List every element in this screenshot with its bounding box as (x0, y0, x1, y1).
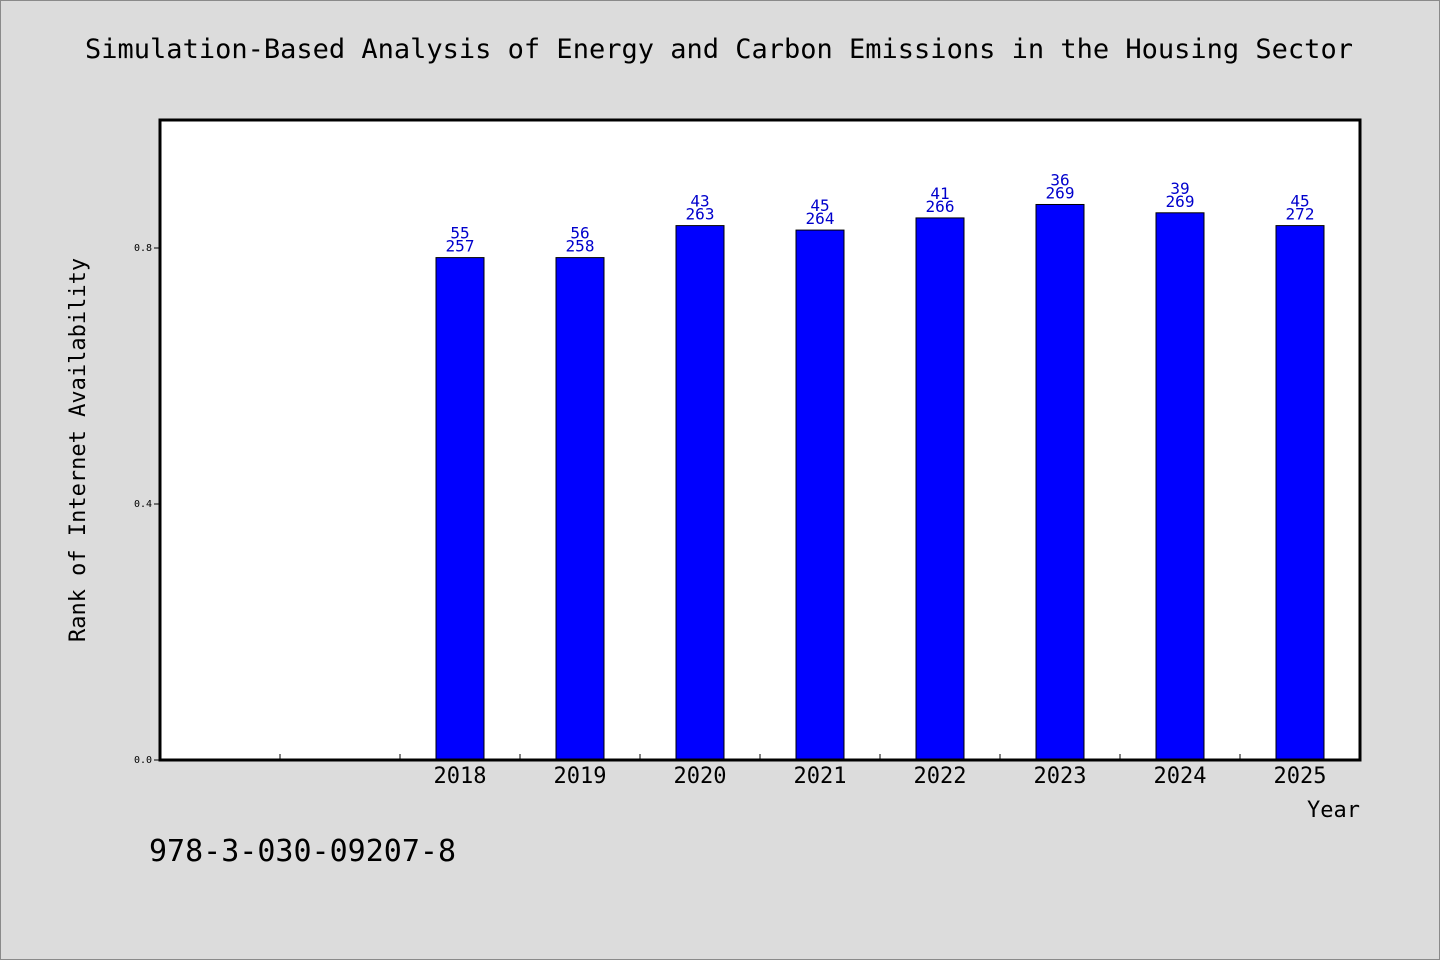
x-axis-label: Year (1307, 798, 1360, 823)
y-tick-label: 0.4 (134, 499, 152, 510)
data-label-bottom: 263 (686, 205, 715, 224)
data-label-bottom: 269 (1166, 192, 1195, 211)
isbn-code: 978-3-030-09207-8 (149, 834, 457, 869)
x-tick-label: 2021 (794, 764, 847, 789)
data-label-bottom: 266 (926, 197, 955, 216)
chart-title: Simulation-Based Analysis of Energy and … (85, 34, 1353, 65)
x-tick-label: 2018 (434, 764, 487, 789)
bar-2024 (1155, 212, 1205, 761)
data-label-top: 45 (810, 196, 829, 215)
bar-layer (435, 203, 1325, 761)
x-tick-label: 2022 (914, 764, 967, 789)
data-label-bottom: 272 (1286, 205, 1315, 224)
y-axis-label: Rank of Internet Availability (66, 258, 91, 642)
data-label-bottom: 269 (1046, 183, 1075, 202)
data-label-top: 36 (1050, 170, 1069, 189)
data-label-bottom: 257 (446, 237, 475, 256)
x-tick-label: 2024 (1154, 764, 1207, 789)
x-tick-label: 2025 (1274, 764, 1327, 789)
y-tick-label: 0.8 (134, 243, 152, 254)
data-label-bottom: 264 (806, 209, 835, 228)
y-tick-label: 0.0 (134, 755, 152, 766)
data-label-top: 41 (930, 184, 949, 203)
bar-2023 (1035, 203, 1085, 761)
bar-2025 (1275, 225, 1325, 761)
data-label-bottom: 258 (566, 237, 595, 256)
plot-border (158, 118, 1362, 762)
x-tick-label: 2020 (674, 764, 727, 789)
data-label-top: 43 (690, 192, 709, 211)
data-label-top: 39 (1170, 179, 1189, 198)
bar-2022 (915, 217, 965, 761)
bar-2020 (675, 225, 725, 761)
data-label-top: 56 (570, 224, 589, 243)
x-tick-label: 2023 (1034, 764, 1087, 789)
data-label-top: 45 (1290, 192, 1309, 211)
bar-2021 (795, 229, 845, 761)
data-label-top: 55 (450, 224, 469, 243)
bar-2018 (435, 257, 485, 761)
bar-2019 (555, 257, 605, 761)
x-tick-label: 2019 (554, 764, 607, 789)
tick-layer: 0.0 0.4 0.8 2018 2019 2020 2021 2022 2023 2024 202… (134, 243, 1327, 789)
